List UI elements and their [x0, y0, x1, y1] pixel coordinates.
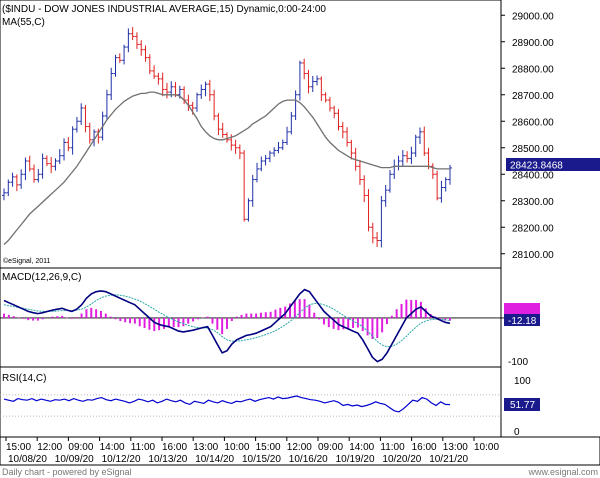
x-time-tick-label: 16:00	[412, 442, 437, 453]
x-time-tick-label: 09:00	[68, 442, 93, 453]
watermark-text: ©eSignal, 2011	[3, 257, 51, 265]
price-ytick-label: 28400.00	[512, 170, 554, 181]
ma-label: MA(55,C)	[2, 17, 45, 28]
rsi-last-box	[504, 398, 540, 411]
x-time-tick-label: 14:00	[100, 442, 125, 453]
price-ytick-label: 28800.00	[512, 64, 554, 75]
macd-tick-bottom: -100	[508, 357, 528, 368]
x-time-tick-label: 14:00	[349, 442, 374, 453]
price-ytick-label: 28900.00	[512, 38, 554, 49]
price-title: ($INDU - DOW JONES INDUSTRIAL AVERAGE,15…	[2, 4, 326, 15]
x-time-tick-label: 10:00	[224, 442, 249, 453]
macd-hist-last-box	[504, 303, 540, 314]
price-ytick-label: 28700.00	[512, 91, 554, 102]
rsi-tick-0: 0	[514, 427, 520, 438]
x-date-tick-label: 10/08/20	[8, 454, 47, 465]
price-ytick-label: 28600.00	[512, 117, 554, 128]
x-date-tick-label: 10/14/20	[195, 454, 234, 465]
price-panel-frame	[0, 0, 502, 269]
macd-line	[3, 288, 451, 363]
x-time-tick-label: 11:00	[131, 442, 156, 453]
x-time-tick-label: 11:00	[380, 442, 405, 453]
x-time-tick-label: 12:00	[37, 442, 62, 453]
price-ytick-label: 28300.00	[512, 197, 554, 208]
x-time-tick-label: 09:00	[318, 442, 343, 453]
x-axis-frame	[0, 436, 600, 466]
rsi-last-label: 51.77	[510, 400, 535, 411]
macd-last-box	[504, 314, 540, 326]
price-ytick-label: 28200.00	[512, 223, 554, 234]
ma-line	[3, 91, 450, 245]
x-time-tick-label: 13:00	[193, 442, 218, 453]
macd-signal-line	[3, 294, 451, 348]
x-date-tick-label: 10/15/20	[242, 454, 281, 465]
macd-last-label: -12.18	[508, 316, 537, 327]
x-time-tick-label: 15:00	[6, 442, 31, 453]
x-date-tick-label: 10/20/20	[382, 454, 421, 465]
last-price-box	[506, 158, 600, 171]
price-ytick-label: 29000.00	[512, 11, 554, 22]
last-price-label: 28423.8468	[510, 161, 563, 172]
rsi-title: RSI(14,C)	[2, 373, 46, 384]
x-date-tick-label: 10/21/20	[429, 454, 468, 465]
footer-right: www.esignal.com	[527, 467, 598, 477]
price-ytick-label: 28100.00	[512, 250, 554, 261]
x-time-tick-label: 13:00	[443, 442, 468, 453]
rsi-tick-100: 100	[514, 376, 531, 387]
x-date-tick-label: 10/09/20	[55, 454, 94, 465]
macd-title: MACD(12,26,9,C)	[2, 272, 81, 283]
price-ytick-label: 28500.00	[512, 144, 554, 155]
x-date-tick-label: 10/12/20	[102, 454, 141, 465]
x-time-tick-label: 10:00	[474, 442, 499, 453]
footer-left: Daily chart - powered by eSignal	[2, 467, 132, 477]
x-date-tick-label: 10/19/20	[336, 454, 375, 465]
x-date-tick-label: 10/16/20	[289, 454, 328, 465]
x-date-tick-label: 10/13/20	[148, 454, 187, 465]
x-time-tick-label: 15:00	[256, 442, 281, 453]
rsi-panel-frame	[0, 366, 502, 438]
x-time-tick-label: 16:00	[162, 442, 187, 453]
x-time-tick-label: 12:00	[287, 442, 312, 453]
rsi-line	[3, 395, 451, 413]
